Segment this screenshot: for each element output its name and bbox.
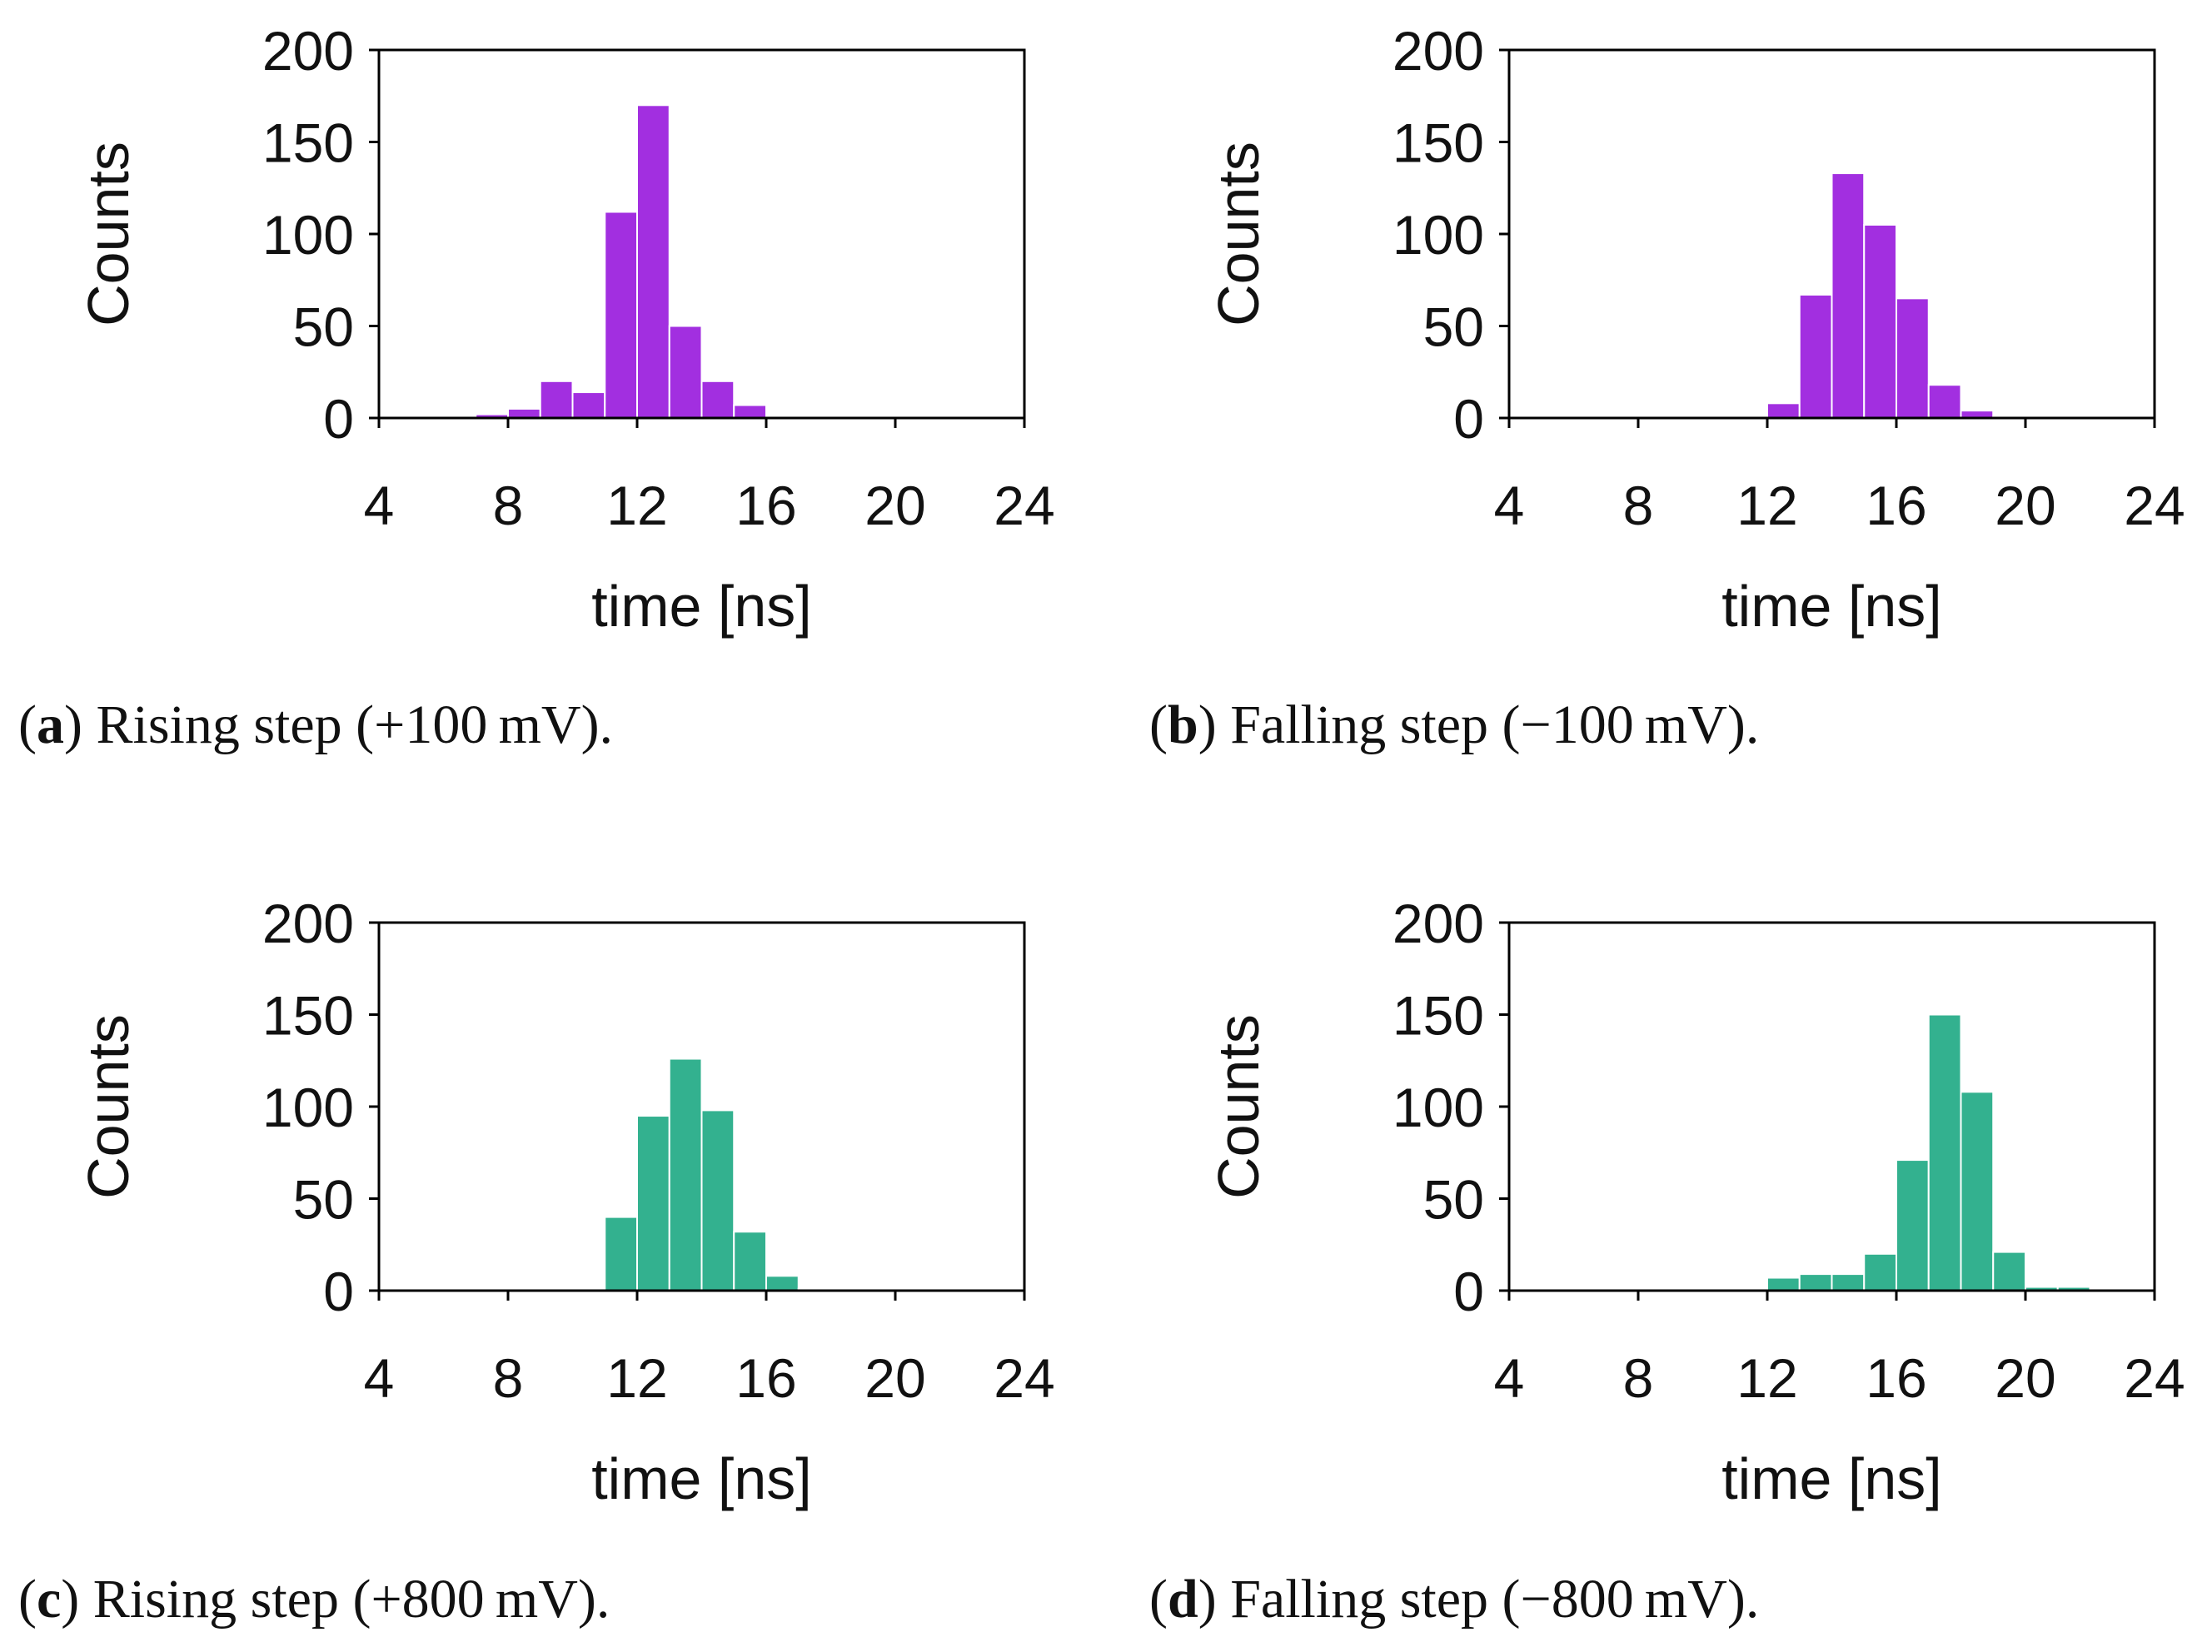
bar-d-bin-18 [1960, 1091, 1995, 1291]
x-axis-label-d: time [ns] [1721, 1446, 1942, 1511]
bar-b-bin-16 [1896, 297, 1930, 419]
y-axis-label-a: Counts [76, 142, 141, 326]
chart-d: 0 50 100 150 200 4 8 12 16 20 24 time [ns] Counts [1206, 893, 2185, 1511]
caption-d-text: Falling step (−800 mV). [1216, 1569, 1760, 1630]
x-tick-label-c-20: 20 [864, 1347, 925, 1409]
x-tick-label-a-24: 24 [994, 475, 1054, 536]
bar-c-bin-15 [733, 1231, 767, 1292]
bar-d-bin-15 [1863, 1252, 1897, 1292]
x-tick-label-c-12: 12 [606, 1347, 667, 1409]
y-tick-label-a-50: 50 [293, 296, 354, 358]
y-tick-label-d-100: 100 [1392, 1077, 1484, 1138]
x-tick-label-c-16: 16 [735, 1347, 796, 1409]
y-tick-label-b-150: 150 [1392, 112, 1484, 174]
y-tick-label-a-0: 0 [323, 388, 354, 450]
bar-c-bin-16 [765, 1275, 800, 1291]
y-tick-label-c-0: 0 [323, 1261, 354, 1322]
bar-b-bin-17 [1927, 384, 1962, 419]
caption-a: (a) Rising step (+100 mV). [18, 694, 614, 755]
caption-a-letter: a [36, 694, 64, 755]
x-tick-label-a-16: 16 [735, 475, 796, 536]
caption-b-text: Falling step (−100 mV). [1216, 694, 1760, 755]
bar-a-bin-15 [733, 404, 767, 419]
x-tick-label-b-8: 8 [1623, 475, 1654, 536]
x-tick-label-d-20: 20 [1995, 1347, 2055, 1409]
y-tick-label-b-200: 200 [1392, 20, 1484, 82]
caption-a-text: Rising step (+100 mV). [82, 694, 614, 755]
caption-b: (b) Falling step (−100 mV). [1149, 694, 1760, 755]
y-tick-label-d-150: 150 [1392, 985, 1484, 1047]
bar-a-bin-10 [571, 391, 606, 419]
x-tick-label-b-20: 20 [1995, 475, 2055, 536]
bar-d-bin-14 [1831, 1273, 1866, 1291]
caption-d: (d) Falling step (−800 mV). [1149, 1569, 1760, 1630]
chart-a: 0 50 100 150 200 4 8 12 16 20 24 time [ns] Counts [76, 20, 1055, 639]
y-tick-label-a-150: 150 [262, 112, 354, 174]
bar-a-bin-8 [507, 407, 541, 420]
x-axis-label-b: time [ns] [1721, 574, 1942, 639]
bar-d-bin-17 [1927, 1013, 1962, 1291]
y-tick-label-c-200: 200 [262, 893, 354, 954]
bar-a-bin-12 [636, 104, 670, 420]
plot-frame-d [1507, 921, 2156, 1292]
chart-c: 0 50 100 150 200 4 8 12 16 20 24 time [ns] Counts [76, 893, 1055, 1511]
bar-a-bin-14 [700, 380, 735, 419]
x-tick-label-b-12: 12 [1736, 475, 1797, 536]
x-axis-label-c: time [ns] [591, 1446, 812, 1511]
bar-b-bin-13 [1798, 293, 1833, 419]
bar-a-bin-11 [604, 211, 638, 419]
y-tick-label-d-0: 0 [1453, 1261, 1484, 1322]
bar-d-bin-12 [1766, 1276, 1801, 1292]
caption-d-letter: d [1167, 1569, 1198, 1630]
y-tick-label-d-50: 50 [1423, 1169, 1484, 1231]
bar-d-bin-13 [1798, 1273, 1833, 1291]
bar-a-bin-13 [668, 325, 703, 419]
x-tick-label-b-24: 24 [2124, 475, 2185, 536]
x-tick-label-d-4: 4 [1494, 1347, 1525, 1409]
bar-d-bin-19 [1992, 1251, 2026, 1291]
bar-c-bin-13 [668, 1057, 703, 1292]
x-tick-label-d-24: 24 [2124, 1347, 2185, 1409]
y-tick-label-b-0: 0 [1453, 388, 1484, 450]
x-tick-label-a-12: 12 [606, 475, 667, 536]
x-tick-label-a-4: 4 [364, 475, 395, 536]
y-tick-label-c-150: 150 [262, 985, 354, 1047]
x-tick-label-d-16: 16 [1866, 1347, 1926, 1409]
y-tick-label-c-100: 100 [262, 1077, 354, 1138]
y-axis-label-b: Counts [1206, 142, 1271, 326]
y-tick-label-c-50: 50 [293, 1169, 354, 1231]
bar-a-bin-9 [539, 380, 574, 419]
x-tick-label-c-4: 4 [364, 1347, 395, 1409]
x-tick-label-a-8: 8 [493, 475, 524, 536]
y-tick-label-b-100: 100 [1392, 204, 1484, 266]
y-tick-label-b-50: 50 [1423, 296, 1484, 358]
caption-b-letter: b [1167, 694, 1198, 755]
bar-b-bin-12 [1766, 402, 1801, 420]
y-tick-label-d-200: 200 [1392, 893, 1484, 954]
x-axis-label-a: time [ns] [591, 574, 812, 639]
x-tick-label-d-8: 8 [1623, 1347, 1654, 1409]
y-tick-label-a-200: 200 [262, 20, 354, 82]
x-tick-label-b-4: 4 [1494, 475, 1525, 536]
x-tick-label-c-24: 24 [994, 1347, 1054, 1409]
caption-c-letter: c [36, 1569, 62, 1630]
x-tick-label-d-12: 12 [1736, 1347, 1797, 1409]
caption-c-text: Rising step (+800 mV). [79, 1569, 610, 1630]
y-axis-label-c: Counts [76, 1014, 141, 1199]
bar-b-bin-14 [1831, 172, 1866, 419]
chart-b: 0 50 100 150 200 4 8 12 16 20 24 time [ns] Counts [1206, 20, 2185, 639]
x-tick-label-c-8: 8 [493, 1347, 524, 1409]
bar-b-bin-15 [1863, 223, 1897, 420]
bar-c-bin-11 [604, 1216, 638, 1291]
x-tick-label-a-20: 20 [864, 475, 925, 536]
y-tick-label-a-100: 100 [262, 204, 354, 266]
x-tick-label-b-16: 16 [1866, 475, 1926, 536]
y-axis-label-d: Counts [1206, 1014, 1271, 1199]
bar-c-bin-12 [636, 1115, 670, 1292]
caption-c: (c) Rising step (+800 mV). [18, 1569, 610, 1630]
bar-c-bin-14 [700, 1109, 735, 1292]
bar-d-bin-16 [1896, 1159, 1930, 1291]
